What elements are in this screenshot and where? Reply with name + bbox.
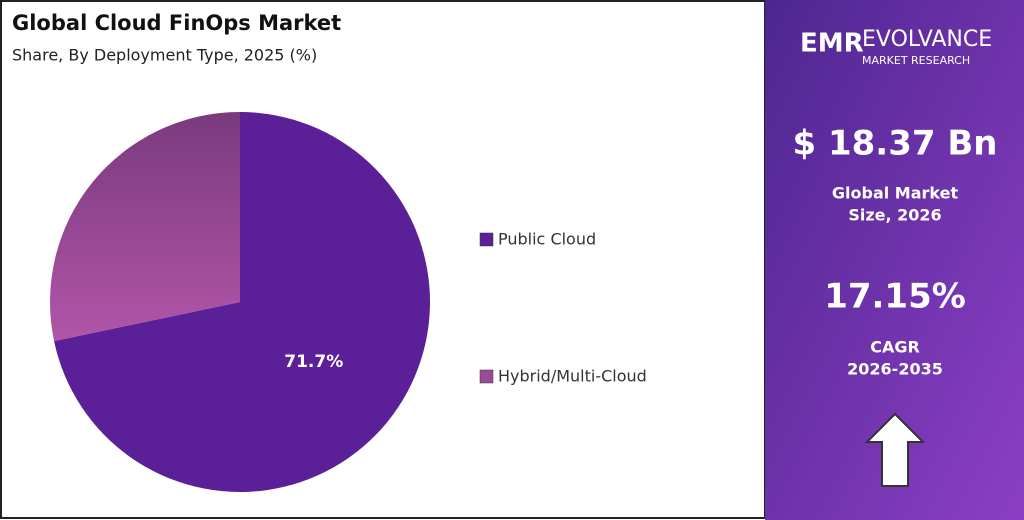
legend-swatch [479, 232, 494, 247]
chart-title: Global Cloud FinOps Market [12, 11, 341, 35]
cagr-label: 2026-2035 [847, 360, 943, 379]
legend-label: Hybrid/Multi-Cloud [498, 367, 647, 386]
cagr-label: CAGR [870, 338, 920, 357]
market-size-label: Size, 2026 [848, 206, 941, 225]
market-size: $ 18.37 Bn [793, 124, 998, 164]
cagr: 17.15% [824, 277, 966, 317]
pie-slice [54, 112, 430, 492]
pie-slice [50, 112, 240, 342]
market-size-label: Global Market [832, 184, 959, 203]
up-arrow [864, 412, 926, 487]
legend-swatch [479, 369, 494, 384]
logo-tagline: MARKET RESEARCH [862, 54, 970, 67]
chart-subtitle: Share, By Deployment Type, 2025 (%) [12, 46, 317, 65]
logo-name: EVOLVANCE [862, 27, 992, 52]
data-label: 71.7% [284, 352, 343, 372]
legend-label: Public Cloud [498, 230, 596, 249]
logo-mark: EMR [800, 29, 864, 59]
